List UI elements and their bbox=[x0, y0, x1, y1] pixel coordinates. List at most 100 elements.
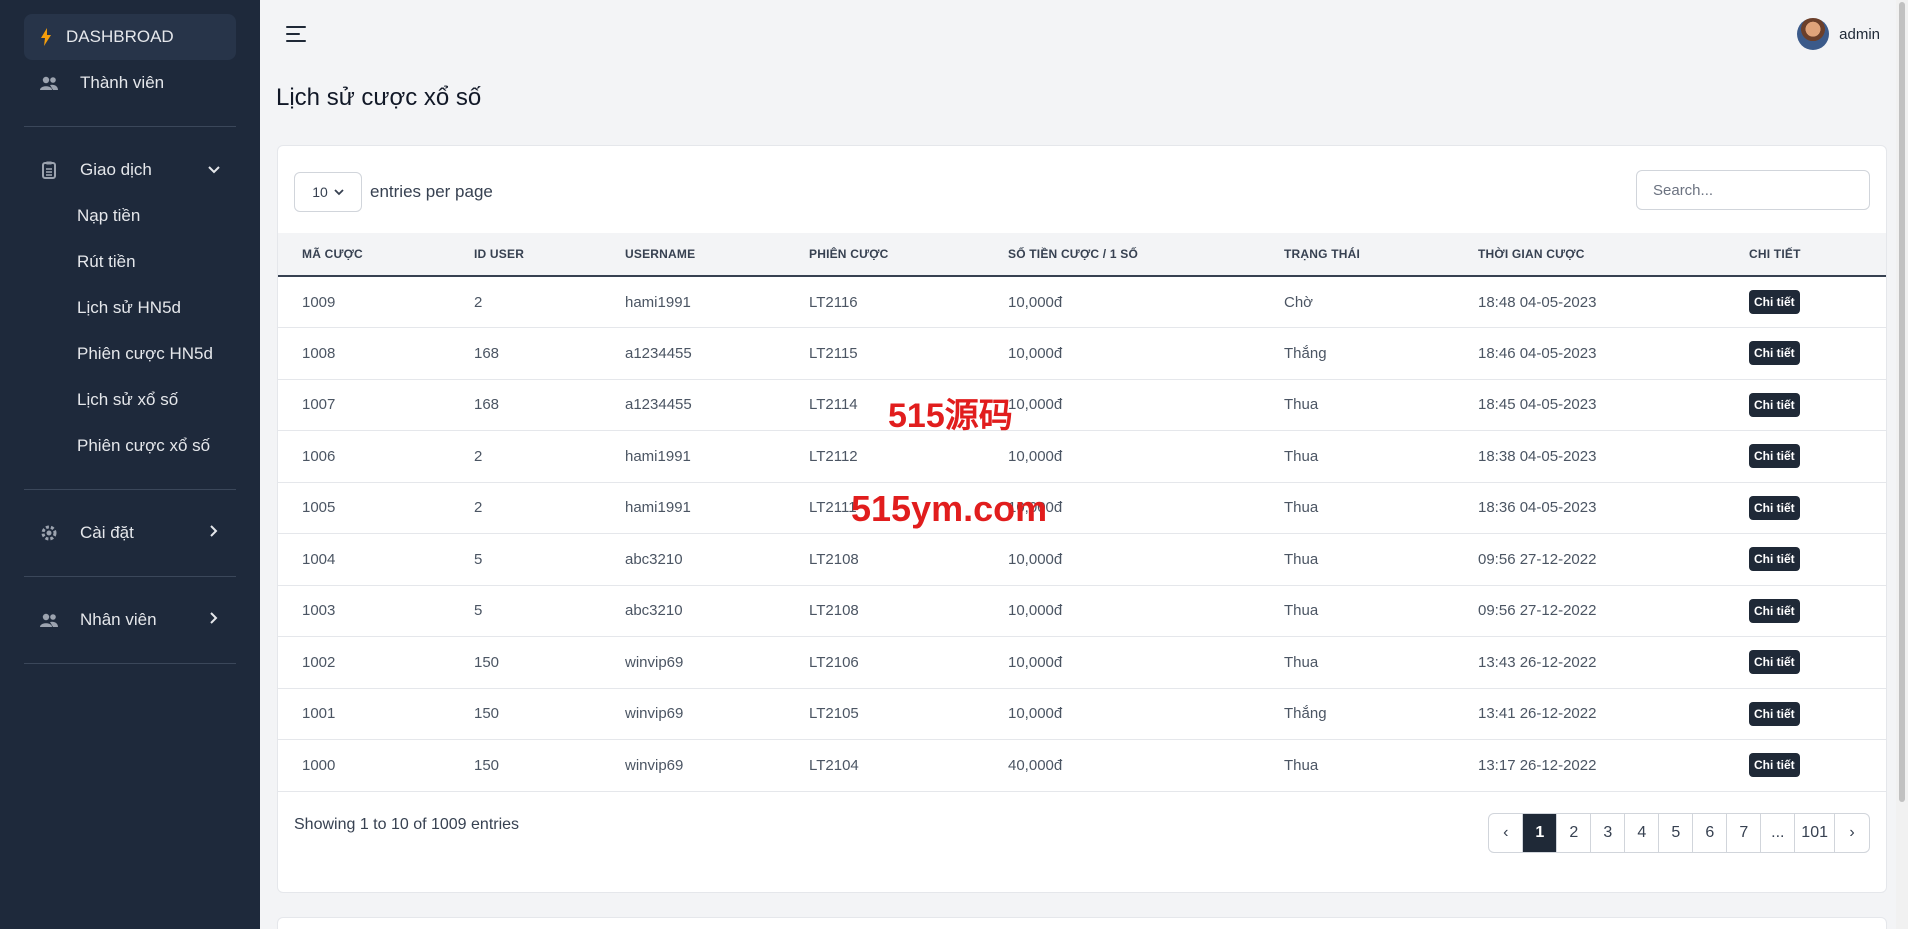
detail-cell: Chi tiết bbox=[1725, 379, 1886, 431]
table-cell: 2 bbox=[474, 293, 483, 311]
detail-button[interactable]: Chi tiết bbox=[1749, 650, 1800, 675]
column-header[interactable]: USERNAME bbox=[625, 247, 696, 261]
table-cell: 5 bbox=[474, 550, 483, 568]
clipboard-icon bbox=[38, 159, 60, 181]
page-button[interactable]: 5 bbox=[1659, 814, 1694, 852]
table-cell: 168 bbox=[474, 396, 500, 414]
column-header[interactable]: TRẠNG THÁI bbox=[1284, 247, 1360, 261]
sidebar-item-settings[interactable]: Cài đặt bbox=[24, 510, 236, 556]
sidebar-divider bbox=[24, 576, 236, 577]
table-cell: 5 bbox=[474, 602, 483, 620]
detail-button[interactable]: Chi tiết bbox=[1749, 753, 1800, 778]
table-cell: 10,000đ bbox=[1008, 550, 1063, 568]
per-page-select[interactable]: 10 bbox=[294, 172, 362, 212]
table-cell: winvip69 bbox=[625, 756, 684, 774]
avatar bbox=[1797, 18, 1830, 50]
scrollbar-thumb[interactable] bbox=[1899, 2, 1905, 802]
detail-button[interactable]: Chi tiết bbox=[1749, 392, 1800, 417]
table-cell: 18:48 04-05-2023 bbox=[1478, 293, 1597, 311]
table-cell: 1006 bbox=[302, 447, 336, 465]
table-cell: Thua bbox=[1284, 756, 1319, 774]
detail-button[interactable]: Chi tiết bbox=[1749, 341, 1800, 366]
prev-page-button[interactable]: ‹ bbox=[1489, 814, 1524, 852]
per-page-label: entries per page bbox=[370, 182, 493, 201]
table-cell: a1234455 bbox=[625, 344, 692, 362]
detail-button[interactable]: Chi tiết bbox=[1749, 701, 1800, 726]
table-cell: 150 bbox=[474, 653, 500, 671]
column-header[interactable]: ID USER bbox=[474, 247, 525, 261]
table-cell: LT2114 bbox=[809, 396, 858, 414]
page-button[interactable]: 101 bbox=[1795, 814, 1835, 852]
pagination: ‹ 1 2 3 4 5 6 7... 101 › bbox=[1488, 813, 1870, 853]
column-header[interactable]: PHIÊN CƯỢC bbox=[809, 247, 889, 261]
sidebar-item-transactions[interactable]: Giao dịch bbox=[24, 147, 236, 193]
sidebar-subitem-hn5d-sessions[interactable]: Phiên cược HN5d bbox=[77, 344, 213, 363]
table-cell: 1005 bbox=[302, 499, 336, 517]
entries-summary: Showing 1 to 10 of 1009 entries bbox=[294, 816, 520, 833]
table-cell: hami1991 bbox=[625, 499, 691, 517]
sidebar-item-label: Nhân viên bbox=[80, 610, 157, 629]
menu-toggle-icon[interactable] bbox=[286, 26, 308, 48]
table-cell: Thua bbox=[1284, 499, 1319, 517]
table-cell: 09:56 27-12-2022 bbox=[1478, 550, 1597, 568]
sidebar-item-members[interactable]: Thành viên bbox=[24, 60, 236, 106]
secondary-card bbox=[277, 917, 1887, 929]
page-button: ... bbox=[1761, 814, 1796, 852]
per-page-control: 10 entries per page bbox=[294, 172, 493, 212]
table-cell: 09:56 27-12-2022 bbox=[1478, 602, 1597, 620]
detail-cell: Chi tiết bbox=[1725, 688, 1886, 740]
page-title: Lịch sử cược xổ số bbox=[276, 84, 482, 111]
table-row: 1002 150 winvip69 LT2106 10,000đ Thua 13:43 26… bbox=[278, 637, 1886, 688]
users-icon bbox=[38, 72, 60, 94]
sidebar-subitem-lottery-history[interactable]: Lịch sử xổ số bbox=[77, 390, 179, 409]
table-cell: 10,000đ bbox=[1008, 602, 1063, 620]
table-cell: Thắng bbox=[1284, 344, 1327, 362]
column-header[interactable]: MÃ CƯỢC bbox=[302, 247, 363, 261]
column-header[interactable]: THỜI GIAN CƯỢC bbox=[1478, 247, 1585, 261]
sidebar-divider bbox=[24, 489, 236, 490]
table-cell: LT2104 bbox=[809, 756, 859, 774]
sidebar-item-dashboard[interactable]: DASHBROAD bbox=[24, 14, 236, 60]
detail-cell: Chi tiết bbox=[1725, 534, 1886, 586]
page-button[interactable]: 6 bbox=[1693, 814, 1728, 852]
chevron-right-icon bbox=[206, 611, 222, 629]
user-menu[interactable]: admin bbox=[1797, 18, 1880, 50]
table-header-row: MÃ CƯỢC ID USER USERNAME PHIÊN CƯỢC SỐ T… bbox=[278, 233, 1886, 276]
sidebar-subitem-withdraw[interactable]: Rút tiền bbox=[77, 252, 136, 271]
table-cell: 1002 bbox=[302, 653, 336, 671]
sidebar-subitem-lottery-sessions[interactable]: Phiên cược xổ số bbox=[77, 436, 211, 455]
column-header[interactable]: CHI TIẾT bbox=[1749, 247, 1801, 261]
table-cell: Thắng bbox=[1284, 705, 1327, 723]
detail-button[interactable]: Chi tiết bbox=[1749, 547, 1800, 572]
table-row: 1003 5 abc3210 LT2108 10,000đ Thua 09:56 27-12… bbox=[278, 585, 1886, 637]
table-cell: LT2111 bbox=[809, 499, 857, 517]
detail-button[interactable]: Chi tiết bbox=[1749, 495, 1800, 520]
table-cell: winvip69 bbox=[625, 653, 684, 671]
sidebar-item-label: Cài đặt bbox=[80, 523, 134, 542]
chevron-down-icon bbox=[334, 188, 344, 195]
page-button[interactable]: 4 bbox=[1625, 814, 1660, 852]
sidebar-subitem-hn5d-history[interactable]: Lịch sử HN5d bbox=[77, 298, 181, 317]
column-header[interactable]: SỐ TIỀN CƯỢC / 1 SỐ bbox=[1008, 247, 1139, 261]
page-button[interactable]: 7 bbox=[1727, 814, 1762, 852]
search-input[interactable] bbox=[1636, 170, 1870, 210]
detail-button[interactable]: Chi tiết bbox=[1749, 598, 1800, 623]
lightning-icon bbox=[38, 26, 54, 48]
page-button[interactable]: 2 bbox=[1557, 814, 1592, 852]
table-cell: Thua bbox=[1284, 550, 1319, 568]
table-cell: 13:43 26-12-2022 bbox=[1478, 653, 1597, 671]
page-button[interactable]: 1 bbox=[1523, 814, 1558, 852]
table-cell: LT2116 bbox=[809, 293, 858, 311]
detail-button[interactable]: Chi tiết bbox=[1749, 290, 1800, 314]
detail-cell: Chi tiết bbox=[1725, 740, 1886, 792]
table-cell: 1003 bbox=[302, 602, 336, 620]
scrollbar[interactable] bbox=[1896, 0, 1908, 929]
bets-table: MÃ CƯỢC ID USER USERNAME PHIÊN CƯỢC SỐ T… bbox=[278, 233, 1886, 792]
next-page-button[interactable]: › bbox=[1849, 824, 1855, 841]
table-row: 1008 168 a1234455 LT2115 10,000đ Thắng 18:46 0… bbox=[278, 328, 1886, 379]
table-row: 1006 2 hami1991 LT2112 10,000đ Thua 18:38 04-0… bbox=[278, 431, 1886, 482]
sidebar-subitem-deposit[interactable]: Nạp tiền bbox=[77, 206, 141, 225]
sidebar-item-staff[interactable]: Nhân viên bbox=[24, 597, 236, 643]
page-button[interactable]: 3 bbox=[1591, 814, 1626, 852]
detail-button[interactable]: Chi tiết bbox=[1749, 444, 1800, 469]
